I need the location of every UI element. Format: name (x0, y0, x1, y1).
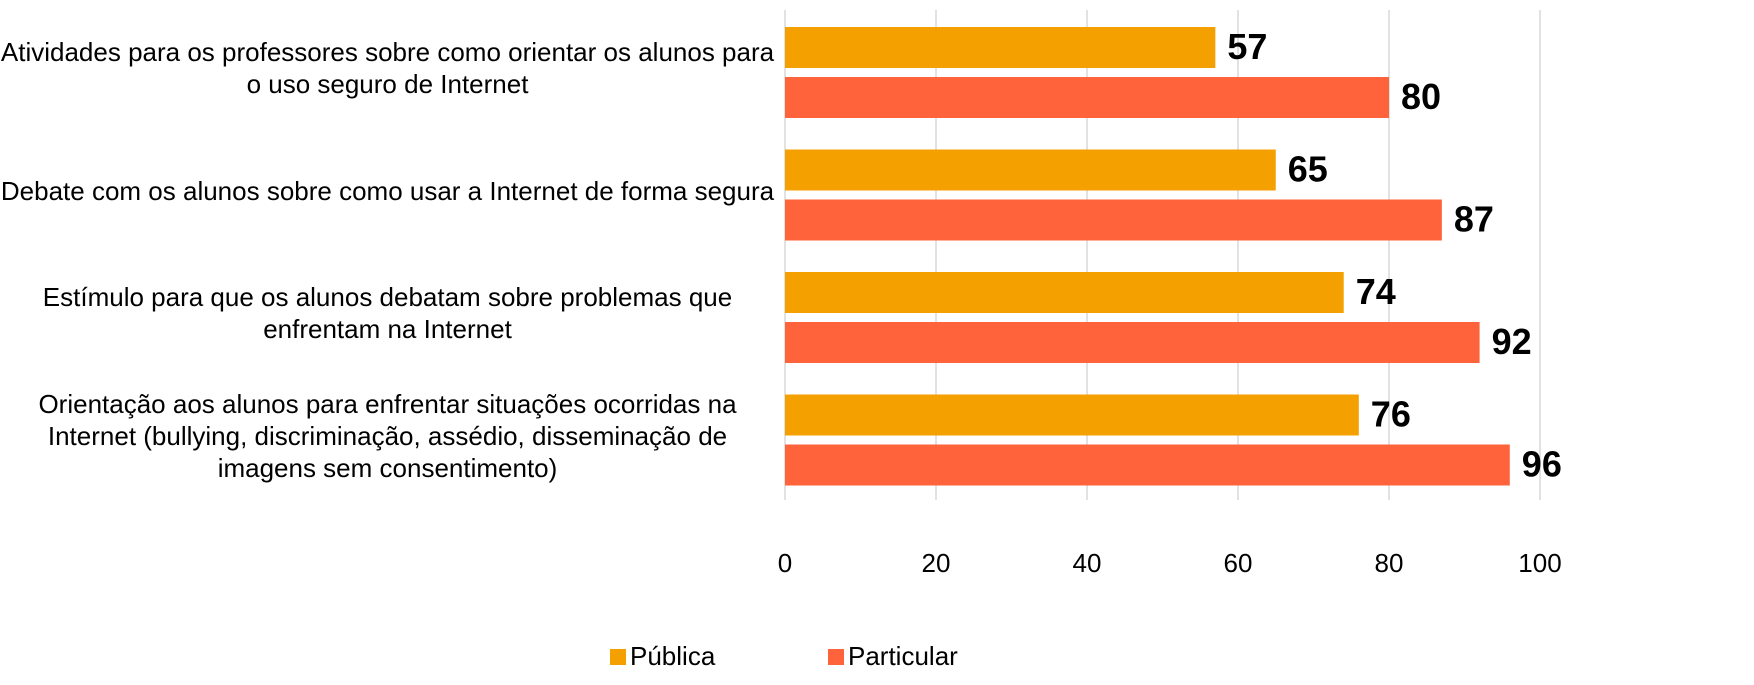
value-label: 92 (1492, 321, 1532, 362)
bar (785, 77, 1389, 118)
bar (785, 199, 1442, 241)
legend-label: Pública (630, 641, 716, 671)
category-label: Estímulo para que os alunos debatam sobr… (42, 282, 733, 344)
bar (785, 444, 1510, 486)
value-label: 96 (1522, 444, 1562, 485)
bar (785, 149, 1276, 191)
bar (785, 27, 1216, 68)
value-label: 74 (1356, 271, 1396, 312)
x-tick-label: 80 (1375, 548, 1404, 578)
category-label: Orientação aos alunos para enfrentar sit… (38, 388, 737, 483)
x-tick-label: 100 (1518, 548, 1561, 578)
value-label: 65 (1288, 149, 1328, 190)
value-label: 57 (1227, 26, 1267, 67)
x-tick-label: 40 (1073, 548, 1102, 578)
value-label: 80 (1401, 76, 1441, 117)
bar (785, 394, 1359, 436)
bar (785, 272, 1344, 313)
category-label: Debate com os alunos sobre como usar a I… (0, 175, 775, 206)
legend-label: Particular (848, 641, 958, 671)
x-tick-label: 0 (778, 548, 792, 578)
category-label: Atividades para os professores sobre com… (0, 37, 775, 99)
legend-swatch (828, 649, 844, 665)
value-label: 87 (1454, 199, 1494, 240)
x-tick-label: 20 (922, 548, 951, 578)
legend-swatch (610, 649, 626, 665)
value-label: 76 (1371, 394, 1411, 435)
bar (785, 322, 1480, 363)
x-tick-label: 60 (1224, 548, 1253, 578)
